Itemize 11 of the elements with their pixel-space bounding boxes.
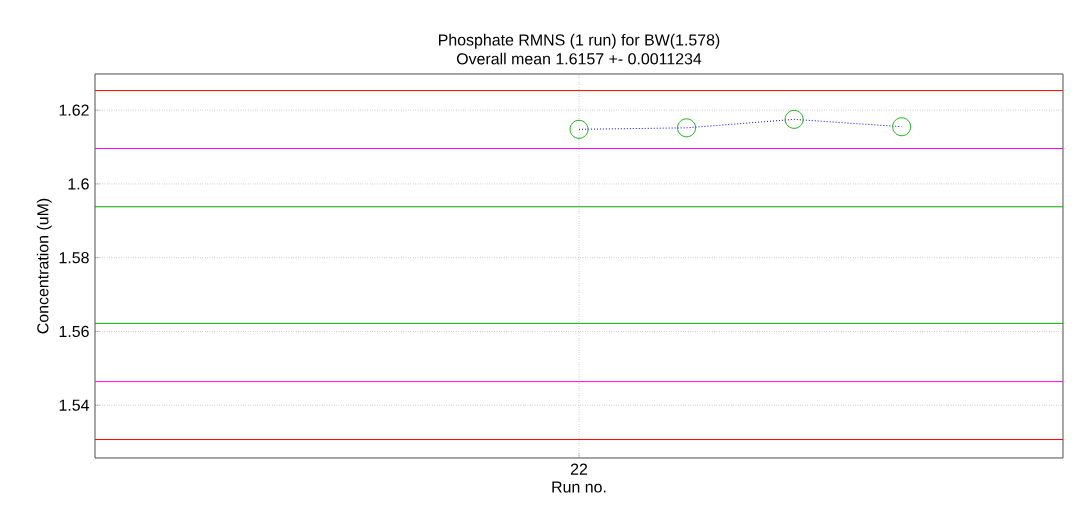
y-tick-label: 1.62 <box>59 104 89 116</box>
chart-title: Phosphate RMNS (1 run) for BW(1.578) <box>439 33 720 49</box>
y-tick-label: 1.58 <box>59 252 89 264</box>
y-tick-label: 1.54 <box>59 399 90 411</box>
x-tick-label: 22 <box>570 463 588 475</box>
y-tick-label: 1.6 <box>68 178 89 190</box>
x-axis-title: Run no. <box>552 481 606 493</box>
y-axis-title: Concentration (uM) <box>36 198 52 334</box>
line-series <box>578 118 903 130</box>
y-tick-label: 1.56 <box>59 325 89 338</box>
chart-subtitle: Overall mean 1.6157 +- 0.0011234 <box>456 52 702 65</box>
